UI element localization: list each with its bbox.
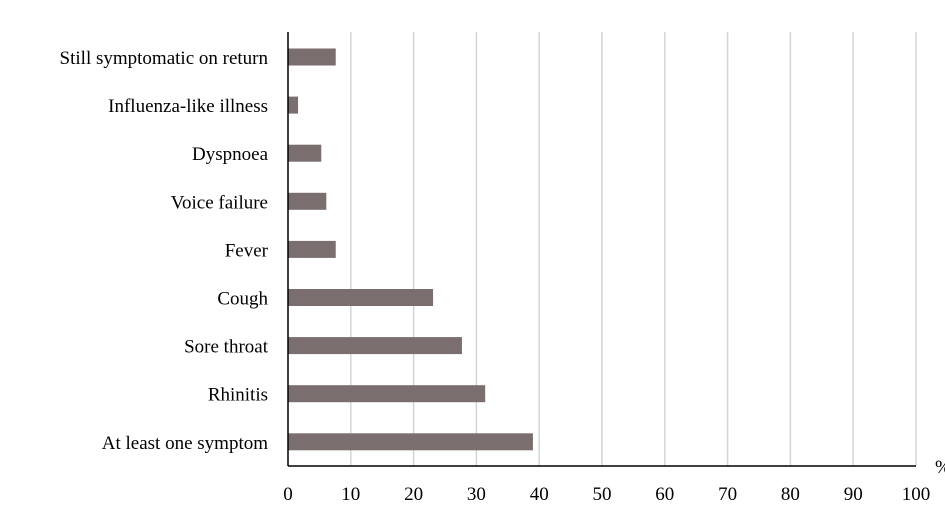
x-tick-label: 0 [283, 484, 293, 505]
x-tick-label: 70 [718, 484, 737, 505]
bar [288, 337, 462, 355]
bar [288, 192, 327, 210]
x-tick-label: 30 [467, 484, 486, 505]
x-tick-label: 50 [593, 484, 612, 505]
x-tick-label: 90 [844, 484, 863, 505]
x-tick-label: 10 [341, 484, 360, 505]
category-label: Dyspnoea [192, 144, 269, 165]
bars [288, 48, 533, 451]
category-labels: Still symptomatic on return Influenza-lik… [60, 48, 269, 454]
x-tick-label: 60 [655, 484, 674, 505]
category-label: Rhinitis [208, 385, 268, 406]
bar [288, 433, 533, 451]
x-tick-label: 100 [902, 484, 931, 505]
bar [288, 289, 434, 306]
category-label: Influenza-like illness [108, 96, 268, 117]
x-tick-label: 40 [530, 484, 549, 505]
x-tick-label: 80 [781, 484, 800, 505]
x-axis-unit-label: % [935, 457, 945, 478]
bar [288, 240, 336, 258]
x-tick-label: 20 [404, 484, 423, 505]
x-tick-labels: 0 10 20 30 40 50 60 70 80 90 100 [283, 484, 930, 505]
category-label: Fever [225, 240, 269, 261]
bar [288, 385, 486, 403]
category-label: Voice failure [171, 192, 268, 213]
category-label: Still symptomatic on return [60, 48, 269, 69]
category-label: At least one symptom [102, 433, 268, 454]
category-label: Cough [217, 289, 268, 310]
bar [288, 48, 336, 66]
gridlines [350, 32, 917, 466]
category-label: Sore throat [184, 337, 269, 358]
bar [288, 96, 299, 114]
bar [288, 144, 322, 162]
